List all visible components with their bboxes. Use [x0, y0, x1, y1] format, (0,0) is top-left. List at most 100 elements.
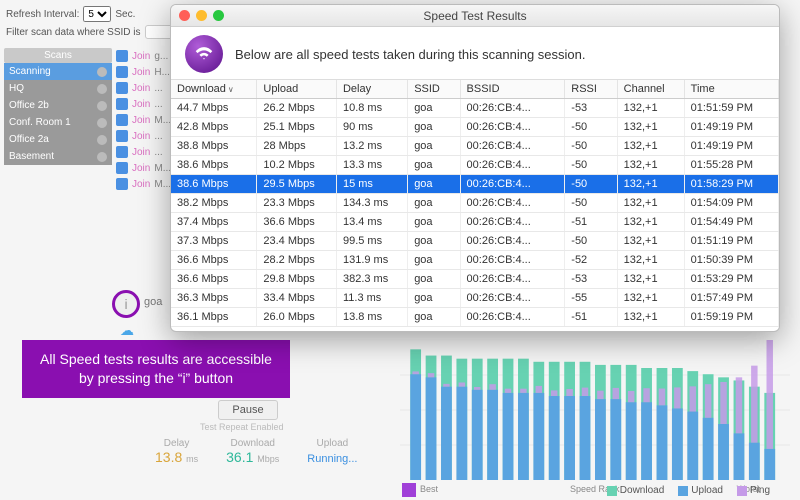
cell: 36.1 Mbps [171, 308, 257, 327]
cell: 00:26:CB:4... [460, 308, 565, 327]
join-column: Joing...JoinH...Join...Join...JoinM...Jo… [116, 48, 176, 192]
cell: goa [408, 213, 460, 232]
cell: 00:26:CB:4... [460, 175, 565, 194]
remove-icon[interactable] [97, 152, 107, 162]
network-row[interactable]: JoinM... [116, 112, 176, 128]
join-link[interactable]: Join [132, 67, 150, 78]
table-row[interactable]: 38.8 Mbps28 Mbps13.2 msgoa00:26:CB:4...-… [171, 137, 779, 156]
checkbox-icon[interactable] [116, 146, 128, 158]
cell: -50 [565, 137, 617, 156]
sidebar-item-basement[interactable]: Basement [4, 148, 112, 165]
cell: 37.3 Mbps [171, 232, 257, 251]
selected-ssid-label: goa [144, 296, 162, 308]
results-table[interactable]: Download∨UploadDelaySSIDBSSIDRSSIChannel… [171, 80, 779, 327]
cell: 131.9 ms [336, 251, 407, 270]
join-link[interactable]: Join [132, 99, 150, 110]
network-row[interactable]: JoinM... [116, 160, 176, 176]
remove-icon[interactable] [97, 135, 107, 145]
table-row[interactable]: 38.6 Mbps29.5 Mbps15 msgoa00:26:CB:4...-… [171, 175, 779, 194]
table-row[interactable]: 38.2 Mbps23.3 Mbps134.3 msgoa00:26:CB:4.… [171, 194, 779, 213]
table-row[interactable]: 36.1 Mbps26.0 Mbps13.8 msgoa00:26:CB:4..… [171, 308, 779, 327]
info-button-highlight[interactable]: i [112, 290, 140, 318]
network-row[interactable]: Join... [116, 80, 176, 96]
col-bssid[interactable]: BSSID [460, 80, 565, 99]
cell: 13.8 ms [336, 308, 407, 327]
cell: 132,+1 [617, 156, 684, 175]
cell: 23.3 Mbps [257, 194, 337, 213]
table-row[interactable]: 42.8 Mbps25.1 Mbps90 msgoa00:26:CB:4...-… [171, 118, 779, 137]
sidebar-item-conf-room-1[interactable]: Conf. Room 1 [4, 114, 112, 131]
cell: 00:26:CB:4... [460, 99, 565, 118]
network-row[interactable]: Joing... [116, 48, 176, 64]
sidebar-item-office-2b[interactable]: Office 2b [4, 97, 112, 114]
cell: 01:51:59 PM [684, 99, 778, 118]
col-time[interactable]: Time [684, 80, 778, 99]
checkbox-icon[interactable] [116, 114, 128, 126]
remove-icon[interactable] [97, 118, 107, 128]
network-row[interactable]: JoinM... [116, 176, 176, 192]
join-link[interactable]: Join [132, 163, 150, 174]
cell: 36.3 Mbps [171, 289, 257, 308]
table-row[interactable]: 36.6 Mbps28.2 Mbps131.9 msgoa00:26:CB:4.… [171, 251, 779, 270]
cell: 13.4 ms [336, 213, 407, 232]
table-row[interactable]: 37.4 Mbps36.6 Mbps13.4 msgoa00:26:CB:4..… [171, 213, 779, 232]
table-row[interactable]: 36.3 Mbps33.4 Mbps11.3 msgoa00:26:CB:4..… [171, 289, 779, 308]
join-link[interactable]: Join [132, 147, 150, 158]
col-download[interactable]: Download∨ [171, 80, 257, 99]
col-delay[interactable]: Delay [336, 80, 407, 99]
cell: -50 [565, 232, 617, 251]
maximize-icon[interactable] [213, 10, 224, 21]
join-link[interactable]: Join [132, 51, 150, 62]
cell: 00:26:CB:4... [460, 251, 565, 270]
join-link[interactable]: Join [132, 131, 150, 142]
checkbox-icon[interactable] [116, 130, 128, 142]
cell: 38.2 Mbps [171, 194, 257, 213]
cell: -53 [565, 270, 617, 289]
cell: 132,+1 [617, 232, 684, 251]
checkbox-icon[interactable] [116, 50, 128, 62]
cell: 132,+1 [617, 194, 684, 213]
checkbox-icon[interactable] [116, 98, 128, 110]
cell: 29.8 Mbps [257, 270, 337, 289]
remove-icon[interactable] [97, 101, 107, 111]
cell: 00:26:CB:4... [460, 213, 565, 232]
checkbox-icon[interactable] [116, 66, 128, 78]
remove-icon[interactable] [97, 84, 107, 94]
results-table-wrap[interactable]: Download∨UploadDelaySSIDBSSIDRSSIChannel… [171, 79, 779, 331]
cell: goa [408, 251, 460, 270]
table-row[interactable]: 38.6 Mbps10.2 Mbps13.3 msgoa00:26:CB:4..… [171, 156, 779, 175]
network-row[interactable]: Join... [116, 144, 176, 160]
pause-button[interactable]: Pause [218, 400, 278, 420]
cell: 01:55:28 PM [684, 156, 778, 175]
col-upload[interactable]: Upload [257, 80, 337, 99]
table-row[interactable]: 44.7 Mbps26.2 Mbps10.8 msgoa00:26:CB:4..… [171, 99, 779, 118]
join-link[interactable]: Join [132, 179, 150, 190]
col-rssi[interactable]: RSSI [565, 80, 617, 99]
sidebar-item-scanning[interactable]: Scanning [4, 63, 112, 80]
network-row[interactable]: JoinH... [116, 64, 176, 80]
sidebar-item-hq[interactable]: HQ [4, 80, 112, 97]
checkbox-icon[interactable] [116, 178, 128, 190]
table-row[interactable]: 37.3 Mbps23.4 Mbps99.5 msgoa00:26:CB:4..… [171, 232, 779, 251]
checkbox-icon[interactable] [116, 162, 128, 174]
cell: 00:26:CB:4... [460, 137, 565, 156]
checkbox-icon[interactable] [116, 82, 128, 94]
col-channel[interactable]: Channel [617, 80, 684, 99]
sidebar-item-office-2a[interactable]: Office 2a [4, 131, 112, 148]
legend-item: Ping [737, 485, 770, 496]
titlebar[interactable]: Speed Test Results [171, 5, 779, 27]
join-link[interactable]: Join [132, 83, 150, 94]
app-icon [185, 35, 223, 73]
minimize-icon[interactable] [196, 10, 207, 21]
refresh-select[interactable]: 5 [83, 6, 111, 22]
join-link[interactable]: Join [132, 115, 150, 126]
table-row[interactable]: 36.6 Mbps29.8 Mbps382.3 msgoa00:26:CB:4.… [171, 270, 779, 289]
annotation-callout: All Speed tests results are accessible b… [22, 340, 290, 398]
remove-icon[interactable] [97, 67, 107, 77]
cell: 26.0 Mbps [257, 308, 337, 327]
network-row[interactable]: Join... [116, 96, 176, 112]
col-ssid[interactable]: SSID [408, 80, 460, 99]
network-row[interactable]: Join... [116, 128, 176, 144]
close-icon[interactable] [179, 10, 190, 21]
modal-description: Below are all speed tests taken during t… [235, 47, 585, 62]
